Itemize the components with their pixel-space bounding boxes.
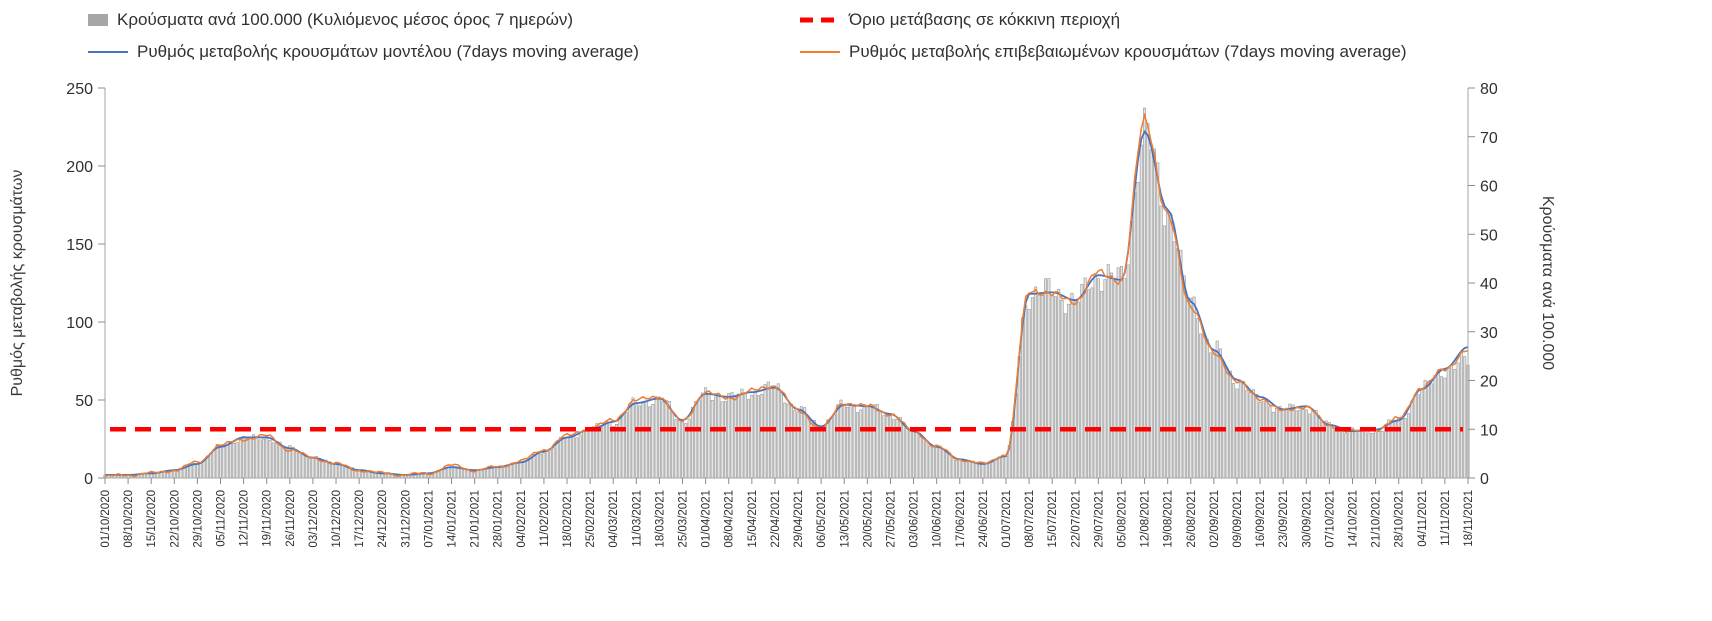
x-tick-label: 26/11/2020 — [285, 490, 297, 547]
x-tick-label: 15/07/2021 — [1047, 490, 1059, 548]
tick-labels: 0 50 100 150 200 250 0 10 20 30 40 50 60 70 80 01/10/20… — [66, 81, 1498, 548]
x-tick-label: 17/12/2020 — [354, 490, 366, 548]
x-tick-label: 05/08/2021 — [1116, 490, 1128, 548]
x-tick-label: 09/09/2021 — [1232, 490, 1244, 548]
y-right-tick-label: 10 — [1480, 422, 1498, 439]
x-tick-label: 29/10/2020 — [192, 490, 204, 548]
bar-swatch-icon — [88, 14, 108, 26]
x-tick-label: 01/04/2021 — [701, 490, 713, 548]
x-tick-label: 16/09/2021 — [1255, 490, 1267, 548]
x-tick-label: 15/10/2020 — [146, 490, 158, 548]
x-tick-label: 06/05/2021 — [816, 490, 828, 548]
model-line-icon — [88, 51, 128, 53]
x-tick-label: 29/07/2021 — [1093, 490, 1105, 548]
x-tick-label: 17/06/2021 — [955, 490, 967, 548]
legend-item-confirmed-rate: Ρυθμός μεταβολής επιβεβαιωμένων κρουσμάτ… — [800, 42, 1407, 62]
y-left-tick-label: 100 — [66, 315, 93, 332]
legend-item-threshold: Όριο μετάβασης σε κόκκινη περιοχή — [800, 10, 1120, 30]
x-tick-label: 27/05/2021 — [885, 490, 897, 548]
x-tick-label: 08/04/2021 — [724, 490, 736, 548]
y-right-tick-label: 40 — [1480, 276, 1498, 293]
x-tick-label: 18/11/2021 — [1463, 490, 1475, 547]
chart-svg: 0 50 100 150 200 250 0 10 20 30 40 50 60 70 80 01/10/20… — [66, 81, 1498, 548]
x-tick-label: 28/01/2021 — [493, 490, 505, 548]
x-tick-label: 19/08/2021 — [1163, 490, 1175, 548]
x-tick-label: 10/06/2021 — [932, 490, 944, 548]
confirmed-line-icon — [800, 51, 840, 53]
y-left-tick-label: 200 — [66, 159, 93, 176]
y-right-tick-label: 20 — [1480, 374, 1498, 391]
y-left-tick-label: 0 — [84, 471, 93, 488]
x-tick-label: 12/08/2021 — [1140, 490, 1152, 548]
x-tick-label: 13/05/2021 — [839, 490, 851, 548]
x-tick-label: 24/06/2021 — [978, 490, 990, 548]
x-tick-label: 10/12/2020 — [331, 490, 343, 548]
tick-marks — [98, 87, 1475, 484]
legend-item-cases-bars: Κρούσματα ανά 100.000 (Κυλιόμενος μέσος … — [88, 10, 573, 30]
y-left-tick-label: 150 — [66, 237, 93, 254]
x-tick-label: 11/02/2021 — [539, 490, 551, 547]
bars-series — [103, 107, 1470, 479]
x-tick-label: 07/10/2021 — [1324, 490, 1336, 548]
x-tick-label: 22/10/2020 — [169, 490, 181, 548]
x-tick-label: 11/03/2021 — [631, 490, 643, 547]
x-tick-label: 18/03/2021 — [654, 490, 666, 548]
x-tick-label: 21/10/2021 — [1371, 490, 1383, 548]
x-tick-label: 03/06/2021 — [909, 490, 921, 548]
y-right-tick-label: 60 — [1480, 179, 1498, 196]
y-right-tick-label: 0 — [1480, 471, 1489, 488]
x-tick-label: 08/07/2021 — [1024, 490, 1036, 548]
legend-label-confirmed-rate: Ρυθμός μεταβολής επιβεβαιωμένων κρουσμάτ… — [849, 42, 1407, 61]
y-left-tick-label: 250 — [66, 81, 93, 98]
x-tick-label: 20/05/2021 — [862, 490, 874, 548]
x-tick-label: 18/02/2021 — [562, 490, 574, 548]
x-tick-label: 04/02/2021 — [516, 490, 528, 548]
legend-label-cases-bars: Κρούσματα ανά 100.000 (Κυλιόμενος μέσος … — [117, 10, 574, 29]
line-series — [104, 112, 1469, 478]
threshold-dashed-line-icon — [800, 17, 840, 23]
x-tick-label: 29/04/2021 — [793, 490, 805, 548]
y-right-tick-label: 50 — [1480, 227, 1498, 244]
x-tick-label: 07/01/2021 — [423, 490, 435, 548]
x-tick-label: 02/09/2021 — [1209, 490, 1221, 548]
x-tick-label: 22/04/2021 — [770, 490, 782, 548]
x-tick-label: 01/07/2021 — [1001, 490, 1013, 548]
x-tick-label: 24/12/2020 — [377, 490, 389, 548]
x-tick-label: 26/08/2021 — [1186, 490, 1198, 548]
x-tick-label: 08/10/2020 — [123, 490, 135, 548]
x-tick-label: 19/11/2020 — [262, 490, 274, 547]
y-right-tick-label: 70 — [1480, 130, 1498, 147]
y-right-tick-label: 80 — [1480, 81, 1498, 98]
x-tick-label: 15/04/2021 — [747, 490, 759, 548]
x-tick-label: 11/11/2021 — [1440, 490, 1452, 546]
x-tick-label: 04/03/2021 — [608, 490, 620, 548]
x-tick-label: 25/02/2021 — [585, 490, 597, 548]
x-tick-label: 12/11/2020 — [239, 490, 251, 547]
legend-label-threshold: Όριο μετάβασης σε κόκκινη περιοχή — [849, 10, 1121, 29]
legend-label-model-rate: Ρυθμός μεταβολής κρουσμάτων μοντέλου (7d… — [137, 42, 639, 61]
x-tick-label: 30/09/2021 — [1301, 490, 1313, 548]
x-tick-label: 05/11/2020 — [216, 490, 228, 547]
legend-item-model-rate: Ρυθμός μεταβολής κρουσμάτων μοντέλου (7d… — [88, 42, 639, 62]
x-tick-label: 31/12/2020 — [400, 490, 412, 548]
x-tick-label: 28/10/2021 — [1394, 490, 1406, 548]
x-tick-label: 25/03/2021 — [678, 490, 690, 548]
x-tick-label: 23/09/2021 — [1278, 490, 1290, 548]
x-tick-label: 04/11/2021 — [1417, 490, 1429, 547]
x-tick-label: 14/01/2021 — [447, 490, 459, 548]
y-right-tick-label: 30 — [1480, 325, 1498, 342]
x-tick-label: 14/10/2021 — [1347, 490, 1359, 548]
x-tick-label: 21/01/2021 — [470, 490, 482, 548]
x-tick-label: 03/12/2020 — [308, 490, 320, 548]
confirmed-line — [104, 112, 1469, 478]
x-tick-label: 01/10/2020 — [100, 490, 112, 548]
x-tick-label: 22/07/2021 — [1070, 490, 1082, 548]
y-left-tick-label: 50 — [75, 393, 93, 410]
